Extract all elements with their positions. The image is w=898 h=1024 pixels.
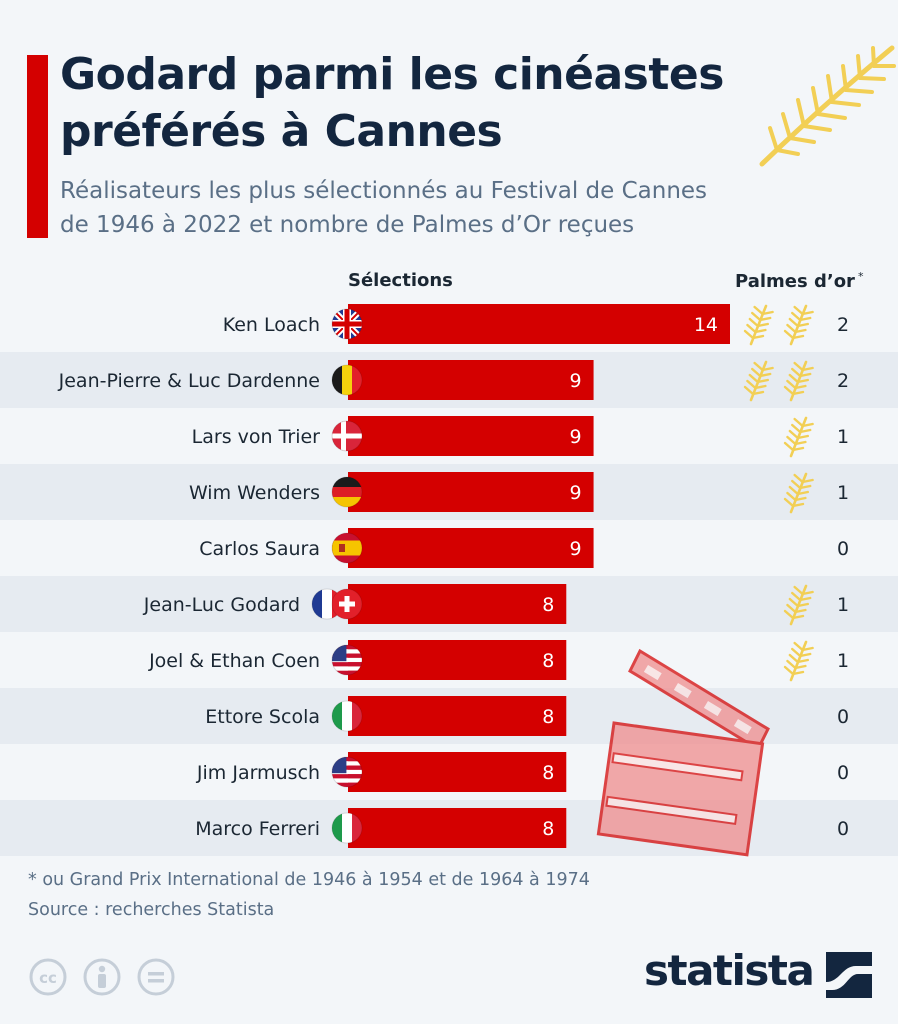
category-label: Marco Ferreri [195,818,320,840]
palmes-count-label: 1 [837,650,849,672]
title-accent-bar [27,55,48,238]
category-label: Wim Wenders [189,482,320,504]
flag-it-icon [332,701,362,731]
category-label: Carlos Saura [199,538,320,560]
bar-ken-loach[interactable] [348,304,730,344]
bar-value-label: 9 [569,482,581,504]
category-label: Ettore Scola [205,706,320,728]
palmes-count-label: 0 [837,538,849,560]
page-title: Godard parmi les cinéastes préférés à Ca… [60,46,760,160]
palm-icon [783,472,814,514]
bar-value-label: 8 [542,594,554,616]
footnote: * ou Grand Prix International de 1946 à … [28,870,590,890]
palmes-count-label: 0 [837,762,849,784]
row-jim-jarmusch: 8 Jim Jarmusch 0 [196,752,849,792]
subtitle-line-1: Réalisateurs les plus sélectionnés au Fe… [60,178,708,204]
flag-de-icon [332,477,362,507]
statista-logo[interactable]: statista [644,946,815,995]
bar-marco-ferreri[interactable] [348,808,567,848]
bar-value-label: 8 [542,762,554,784]
column-header-palmes-label: Palmes d’or [735,271,855,292]
flag-es-icon [332,533,362,563]
bar-value-label: 14 [694,314,718,336]
row-joel-ethan-coen: 8 Joel & Ethan Coen 1 [148,640,849,682]
title-line-2: préférés à Cannes [60,106,503,157]
category-label: Jean-Pierre & Luc Dardenne [58,370,320,392]
flag-ch-icon [332,589,362,619]
row-jean-luc-godard: 8 Jean-Luc Godard 1 [143,584,849,626]
row-lars-von-trier: 9 Lars von Trier 1 [192,416,849,458]
flag-us-icon [332,757,362,787]
bar-carlos-saura[interactable] [348,528,594,568]
svg-text:cc: cc [39,969,57,987]
bar-value-label: 8 [542,650,554,672]
flag-dk-icon [332,421,362,451]
palmes-count-label: 2 [837,314,849,336]
row-ken-loach: 14 Ken Loach 2 [223,304,849,346]
palmes-count-label: 2 [837,370,849,392]
flag-it-icon [332,813,362,843]
statista-logo-icon[interactable] [826,952,872,998]
clapperboard-decoration-icon [596,648,770,857]
palmes-count-label: 1 [837,482,849,504]
palm-icon [743,304,774,346]
bar-jean-luc-godard[interactable] [348,584,567,624]
subtitle-line-2: de 1946 à 2022 et nombre de Palmes d’Or … [60,212,635,238]
row-jean-pierre-luc-dardenne: 9 Jean-Pierre & Luc Dardenne 2 [58,360,849,402]
row-carlos-saura: 9 Carlos Saura 0 [199,528,849,568]
palm-icon [783,584,814,626]
column-header-selections: Sélections [348,270,453,291]
row-wim-wenders: 9 Wim Wenders 1 [189,472,849,514]
bar-value-label: 8 [542,818,554,840]
bar-ettore-scola[interactable] [348,696,567,736]
bar-jim-jarmusch[interactable] [348,752,567,792]
source-note: Source : recherches Statista [28,900,275,920]
bar-value-label: 9 [569,538,581,560]
attribution-icon[interactable] [82,957,122,997]
bar-jean-pierre-luc-dardenne[interactable] [348,360,594,400]
bar-value-label: 9 [569,370,581,392]
row-marco-ferreri: 8 Marco Ferreri 0 [195,808,849,848]
bar-value-label: 8 [542,706,554,728]
bar-joel-ethan-coen[interactable] [348,640,567,680]
category-label: Jean-Luc Godard [143,594,300,616]
palm-leaf-decoration-icon [759,45,896,167]
palmes-count-label: 1 [837,426,849,448]
no-derivatives-icon[interactable] [136,957,176,997]
flag-be-icon [332,365,362,395]
category-label: Lars von Trier [192,426,321,448]
palmes-footnote-star: * [857,270,864,283]
column-header-palmes: Palmes d’or * [735,270,863,292]
palm-icon [783,640,814,682]
page-subtitle: Réalisateurs les plus sélectionnés au Fe… [60,174,860,242]
bar-value-label: 9 [569,426,581,448]
cc-icon[interactable]: cc [28,957,68,997]
palm-icon [743,360,774,402]
category-label: Jim Jarmusch [196,762,320,784]
palm-icon [783,360,814,402]
title-line-1: Godard parmi les cinéastes [60,49,724,100]
flag-uk-icon [332,309,362,339]
bar-lars-von-trier[interactable] [348,416,594,456]
bar-wim-wenders[interactable] [348,472,594,512]
category-label: Ken Loach [223,314,320,336]
palmes-count-label: 1 [837,594,849,616]
category-label: Joel & Ethan Coen [148,650,320,672]
palmes-count-label: 0 [837,818,849,840]
row-ettore-scola: 8 Ettore Scola 0 [205,696,849,736]
palm-icon [783,304,814,346]
palmes-count-label: 0 [837,706,849,728]
palm-icon [783,416,814,458]
